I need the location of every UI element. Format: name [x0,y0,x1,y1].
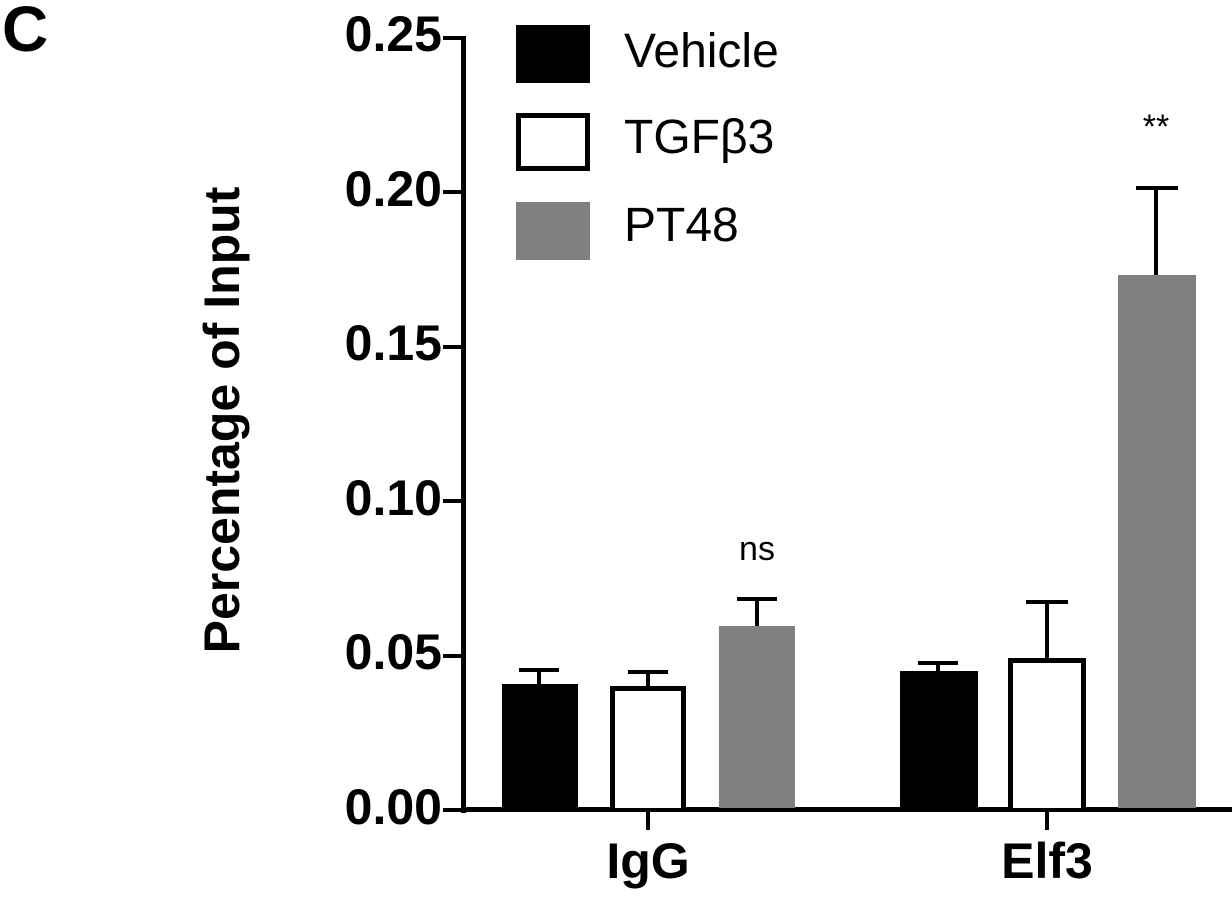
legend-label-vehicle: Vehicle [624,25,779,78]
significance-label: ns [739,530,775,568]
y-tick-label: 0.10 [344,470,442,526]
bar-pt48-igg [719,626,795,808]
legend-label-tgfb3: TGFβ3 [624,111,775,164]
y-tick-label: 0.00 [344,779,442,835]
panel-label: C [2,0,49,65]
x-category-label: IgG [606,833,690,889]
y-tick-label: 0.05 [344,624,442,680]
error-bar-cap [628,670,668,674]
error-bar [646,671,650,687]
x-tick [1045,810,1049,830]
y-axis-line [461,36,466,813]
legend-swatch-vehicle [516,25,590,83]
y-tick [443,345,463,349]
x-tick [646,810,650,830]
y-tick-label: 0.20 [344,161,442,217]
y-tick [443,190,463,194]
y-tick [443,36,463,40]
y-tick [443,499,463,503]
error-bar [936,662,940,672]
y-tick-label: 0.15 [344,315,442,371]
error-bar [1154,188,1158,277]
legend-swatch-pt48 [516,202,590,260]
bar-vehicle-igg [502,684,578,808]
y-tick [443,654,463,658]
y-axis-title-text: Percentage of Input [194,186,250,654]
legend-swatch-tgfb3 [516,113,590,171]
bar-tgfb3-igg [610,686,686,808]
bar-tgfb3-elf3 [1008,658,1086,808]
error-bar-cap [519,668,559,672]
y-tick-label: 0.25 [344,6,442,62]
error-bar-cap [737,597,777,601]
error-bar-cap [1136,186,1178,190]
error-bar [537,669,541,685]
significance-label: ** [1142,108,1170,146]
bar-pt48-elf3 [1118,275,1196,808]
error-bar [755,598,759,628]
error-bar-cap [1026,600,1068,604]
error-bar [1045,602,1049,660]
y-tick [443,808,463,812]
x-axis-line [461,807,1232,812]
error-bar-cap [918,661,958,665]
legend: Vehicle TGFβ3 PT48 [516,22,856,272]
bar-vehicle-elf3 [900,671,978,808]
x-category-label: Elf3 [1001,833,1093,889]
legend-label-pt48: PT48 [624,199,739,252]
